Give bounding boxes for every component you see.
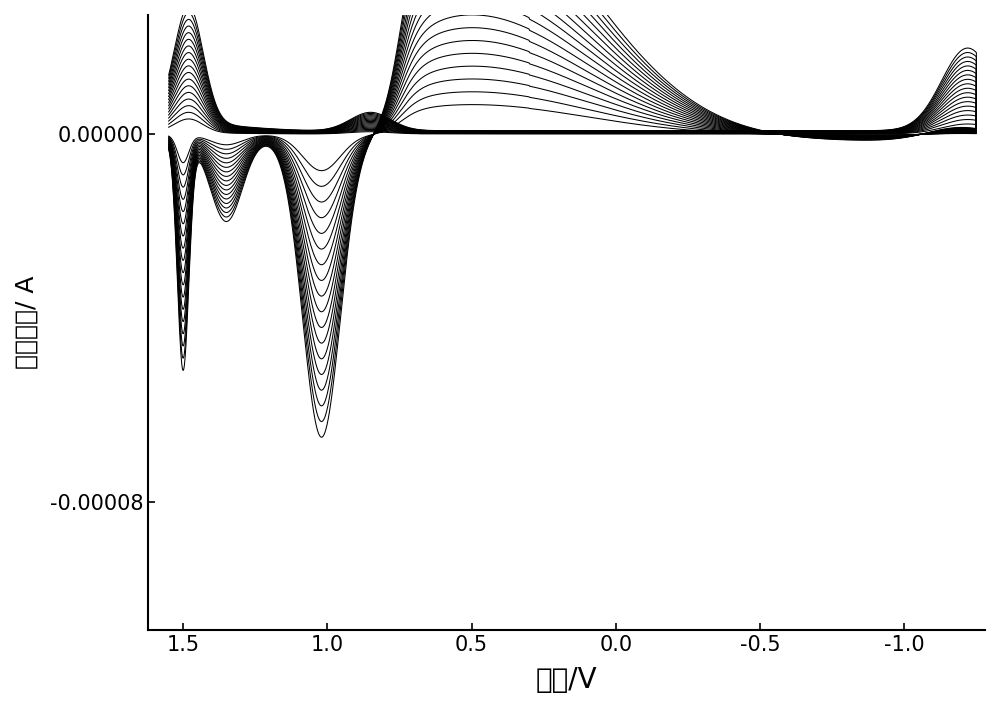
Y-axis label: 响应电流/ A: 响应电流/ A xyxy=(15,276,39,369)
X-axis label: 电位/V: 电位/V xyxy=(536,666,598,694)
